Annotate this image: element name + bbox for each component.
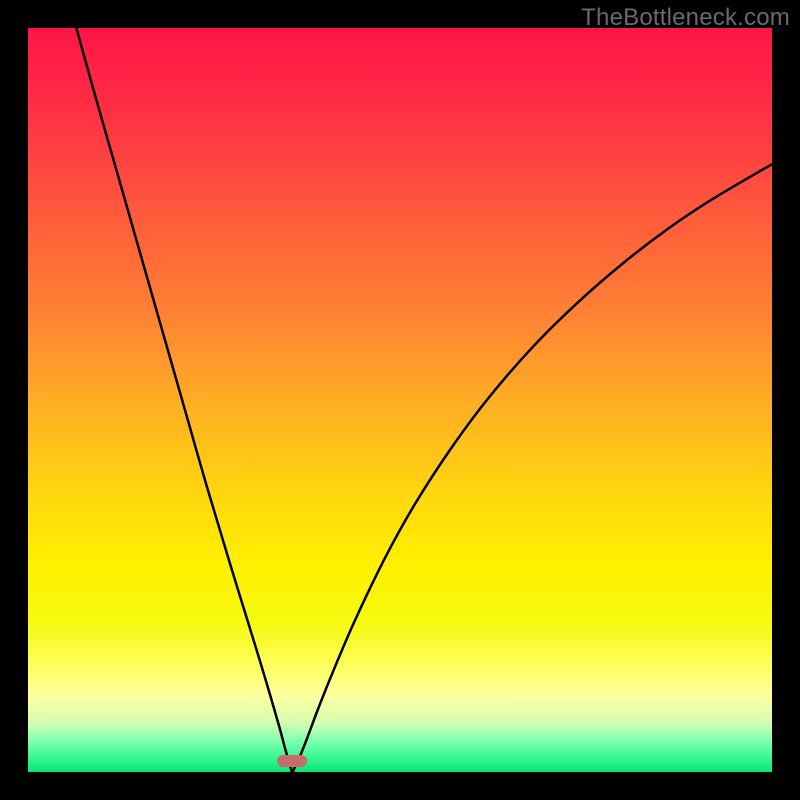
bottleneck-curve bbox=[28, 28, 772, 772]
watermark-text: TheBottleneck.com bbox=[581, 4, 790, 32]
plot-area bbox=[28, 28, 772, 772]
chart-frame: TheBottleneck.com bbox=[0, 0, 800, 800]
minimum-marker bbox=[277, 755, 307, 767]
